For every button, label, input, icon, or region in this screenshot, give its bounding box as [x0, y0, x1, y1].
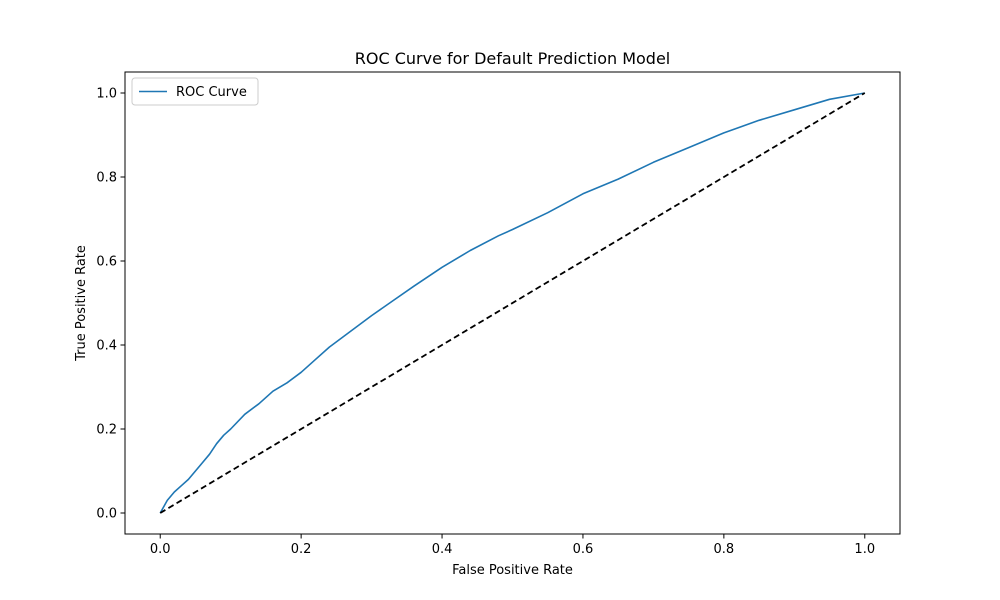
plot-frame [124, 71, 901, 535]
roc-curve-line [159, 92, 865, 514]
legend: ROC Curve [131, 77, 259, 106]
x-tick-label: 0.4 [432, 542, 453, 557]
plot-area: 0.0 0.2 0.4 0.6 0.8 1.0 0.0 0.2 0.4 0.6 0.8 1.0 ROC … [96, 71, 901, 557]
y-tick-label: 0.8 [96, 171, 117, 186]
y-tick-label: 0.4 [96, 339, 117, 354]
x-tick-label: 0.8 [714, 542, 735, 557]
legend-box [131, 77, 259, 106]
x-axis-label: False Positive Rate [452, 563, 573, 578]
x-tick-label: 0.0 [150, 542, 171, 557]
y-axis-label: True Positive Rate [74, 245, 89, 362]
y-tick-label: 0.6 [96, 255, 117, 270]
x-tick-label: 0.6 [573, 542, 594, 557]
x-tick-label: 1.0 [854, 542, 875, 557]
y-tick-label: 0.0 [96, 507, 117, 522]
chart-title: ROC Curve for Default Prediction Model [355, 49, 671, 68]
chance-diagonal-line [159, 92, 866, 514]
y-tick-label: 1.0 [96, 87, 117, 102]
y-tick-label: 0.2 [96, 423, 117, 438]
legend-label-roc-curve: ROC Curve [176, 85, 247, 100]
x-tick-label: 0.2 [291, 542, 312, 557]
